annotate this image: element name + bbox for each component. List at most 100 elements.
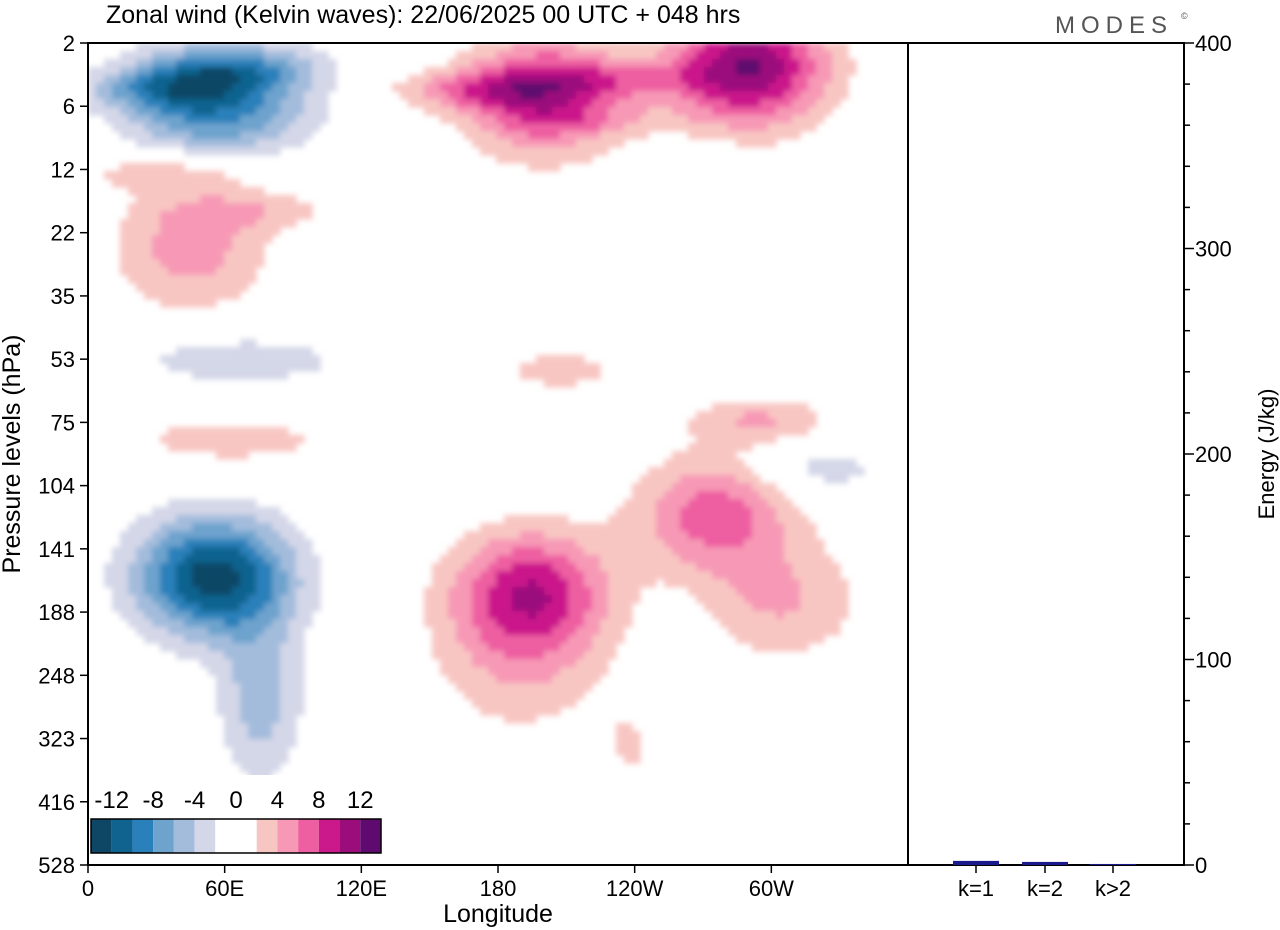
heatmap-cell [840, 595, 849, 604]
heatmap-cell [176, 555, 185, 564]
heatmap-cell [744, 83, 753, 92]
heatmap-cell [264, 43, 273, 52]
heatmap-cell [560, 611, 569, 620]
heatmap-cell [640, 563, 649, 572]
colorbar-swatch [236, 819, 257, 853]
heatmap-cell [192, 251, 201, 260]
heatmap-cell [712, 595, 721, 604]
heatmap-cell [816, 107, 825, 116]
heatmap-cell [608, 587, 617, 596]
heatmap-cell [240, 539, 249, 548]
heatmap-cell [736, 547, 745, 556]
heatmap-cell [536, 363, 545, 372]
heatmap-cell [600, 667, 609, 676]
heatmap-cell [480, 683, 489, 692]
heatmap-cell [328, 75, 337, 84]
heatmap-cell [552, 139, 561, 148]
heatmap-cell [576, 43, 585, 52]
heatmap-cell [752, 587, 761, 596]
heatmap-cell [296, 67, 305, 76]
heatmap-cell [216, 147, 225, 156]
heatmap-cell [512, 555, 521, 564]
heatmap-cell [264, 235, 273, 244]
heatmap-cell [248, 747, 257, 756]
heatmap-cell [232, 123, 241, 132]
heatmap-cell [832, 83, 841, 92]
heatmap-cell [760, 515, 769, 524]
heatmap-cell [160, 555, 169, 564]
heatmap-cell [496, 667, 505, 676]
heatmap-cell [272, 211, 281, 220]
heatmap-cell [608, 523, 617, 532]
heatmap-cell [536, 531, 545, 540]
colorbar-swatch [132, 819, 154, 853]
heatmap-cell [232, 131, 241, 140]
heatmap-cell [192, 123, 201, 132]
heatmap-cell [792, 99, 801, 108]
heatmap-cell [192, 347, 201, 356]
heatmap-cell [224, 515, 233, 524]
heatmap-cell [680, 43, 689, 52]
heatmap-cell [760, 491, 769, 500]
heatmap-cell [696, 531, 705, 540]
heatmap-cell [120, 259, 129, 268]
heatmap-cell [152, 91, 161, 100]
heatmap-cell [248, 203, 257, 212]
heatmap-cell [456, 627, 465, 636]
heatmap-cell [152, 131, 161, 140]
heatmap-cell [296, 131, 305, 140]
heatmap-cell [128, 67, 137, 76]
heatmap-cell [240, 547, 249, 556]
heatmap-cell [224, 715, 233, 724]
heatmap-cell [648, 107, 657, 116]
heatmap-cell [176, 83, 185, 92]
heatmap-cell [840, 587, 849, 596]
heatmap-cell [560, 555, 569, 564]
heatmap-cell [240, 83, 249, 92]
heatmap-cell [584, 531, 593, 540]
heatmap-cell [184, 43, 193, 52]
heatmap-cell [832, 563, 841, 572]
heatmap-cell [720, 595, 729, 604]
heatmap-cell [168, 139, 177, 148]
heatmap-cell [208, 515, 217, 524]
heatmap-cell [784, 603, 793, 612]
heatmap-cell [176, 267, 185, 276]
heatmap-cell [672, 563, 681, 572]
heatmap-cell [200, 187, 209, 196]
heatmap-cell [208, 499, 217, 508]
heatmap-cell [544, 627, 553, 636]
heatmap-cell [464, 587, 473, 596]
heatmap-cell [264, 131, 273, 140]
heatmap-cell [128, 579, 137, 588]
heatmap-cell [680, 523, 689, 532]
heatmap-cell [632, 499, 641, 508]
heatmap-cell [592, 523, 601, 532]
heatmap-cell [648, 83, 657, 92]
heatmap-cell [464, 99, 473, 108]
heatmap-cell [448, 675, 457, 684]
heatmap-cell [672, 491, 681, 500]
heatmap-cell [448, 659, 457, 668]
heatmap-cell [760, 619, 769, 628]
energy-bar [1090, 863, 1136, 865]
heatmap-cell [728, 435, 737, 444]
heatmap-cell [560, 99, 569, 108]
heatmap-cell [784, 67, 793, 76]
heatmap-cell [232, 683, 241, 692]
heatmap-cell [208, 107, 217, 116]
heatmap-cell [200, 611, 209, 620]
heatmap-cell [264, 363, 273, 372]
heatmap-cell [624, 75, 633, 84]
heatmap-cell [736, 459, 745, 468]
heatmap-cell [784, 499, 793, 508]
heatmap-cell [744, 123, 753, 132]
heatmap-cell [256, 715, 265, 724]
colorbar-swatch [111, 819, 133, 853]
heatmap-cell [232, 603, 241, 612]
heatmap-cell [576, 603, 585, 612]
heatmap-cell [160, 507, 169, 516]
heatmap-cell [280, 547, 289, 556]
heatmap-cell [560, 131, 569, 140]
heatmap-cell [240, 731, 249, 740]
